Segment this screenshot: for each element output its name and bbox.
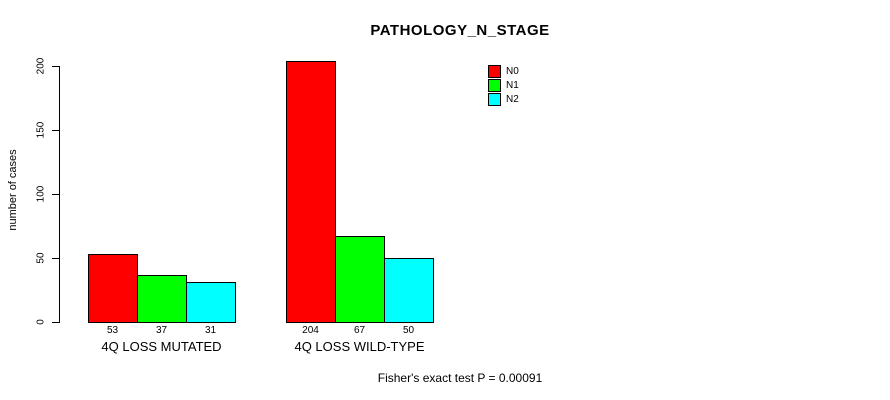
bar-n1-group2 xyxy=(335,236,385,323)
category-label: 4Q LOSS WILD-TYPE xyxy=(294,339,425,354)
legend-label-n1: N1 xyxy=(506,80,519,91)
legend-swatch-n2 xyxy=(488,93,501,106)
bar-value-label: 53 xyxy=(106,325,119,336)
bar-n1-group1 xyxy=(137,275,187,323)
y-axis-tick xyxy=(52,130,59,131)
legend-label-n0: N0 xyxy=(506,66,519,77)
bar-n2-group1 xyxy=(186,282,236,323)
bar-n2-group2 xyxy=(384,258,434,323)
y-axis-label: number of cases xyxy=(7,149,19,231)
y-axis-tick-label: 200 xyxy=(35,57,47,75)
y-axis-tick-label: 0 xyxy=(35,319,47,325)
y-axis-tick xyxy=(52,66,59,67)
bar-value-label: 50 xyxy=(402,325,415,336)
bar-value-label: 204 xyxy=(302,325,319,336)
category-label: 4Q LOSS MUTATED xyxy=(101,339,222,354)
legend-swatch-n0 xyxy=(488,65,501,78)
y-axis-line xyxy=(59,66,60,323)
y-axis-tick xyxy=(52,194,59,195)
bar-value-label: 67 xyxy=(353,325,366,336)
legend-swatch-n1 xyxy=(488,79,501,92)
bar-n0-group1 xyxy=(88,254,138,323)
y-axis-tick-label: 150 xyxy=(35,121,47,139)
y-axis-tick-label: 50 xyxy=(35,252,47,264)
y-axis-tick xyxy=(52,258,59,259)
y-axis-tick-label: 100 xyxy=(35,185,47,203)
chart-title: PATHOLOGY_N_STAGE xyxy=(370,22,550,39)
bar-value-label: 37 xyxy=(155,325,168,336)
y-axis-tick xyxy=(52,322,59,323)
bar-n0-group2 xyxy=(286,61,336,323)
bar-value-label: 31 xyxy=(204,325,217,336)
annotation-text: Fisher's exact test P = 0.00091 xyxy=(377,371,543,385)
legend-label-n2: N2 xyxy=(506,94,519,105)
